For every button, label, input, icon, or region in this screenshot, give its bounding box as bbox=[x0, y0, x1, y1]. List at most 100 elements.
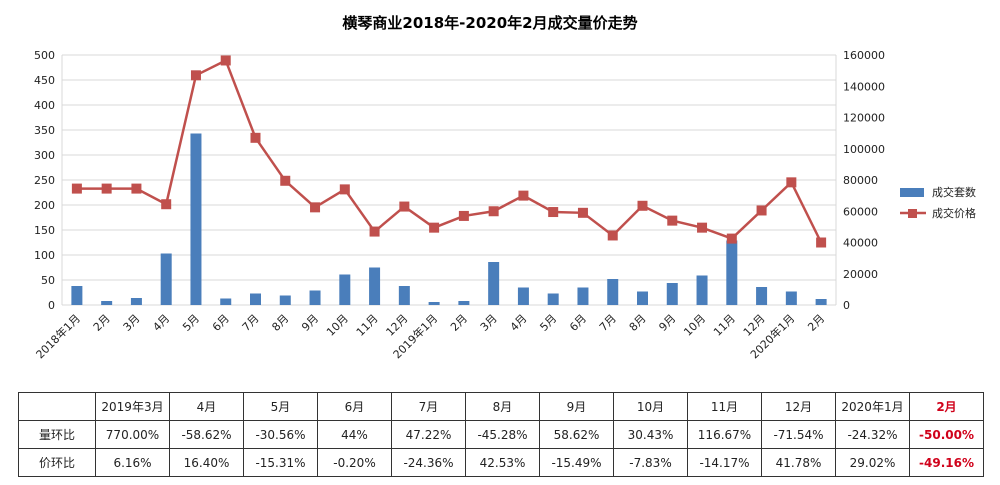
right-tick-label: 40000 bbox=[843, 237, 878, 250]
left-tick-label: 200 bbox=[34, 199, 55, 212]
line-marker bbox=[71, 183, 82, 194]
table-cell: 770.00% bbox=[95, 420, 170, 449]
x-tick-label: 11月 bbox=[354, 312, 381, 339]
line-marker bbox=[280, 175, 291, 186]
table-row-label: 价环比 bbox=[18, 448, 96, 477]
table-cell: -45.28% bbox=[465, 420, 540, 449]
x-tick-label: 2月 bbox=[448, 312, 470, 334]
legend-bar-label: 成交套数 bbox=[932, 185, 976, 199]
table-header-cell: 10月 bbox=[613, 392, 688, 421]
bar bbox=[398, 286, 410, 305]
line-marker bbox=[726, 233, 737, 244]
table-cell: -14.17% bbox=[687, 448, 762, 477]
x-tick-label: 4月 bbox=[508, 312, 530, 334]
table-header-cell: 2019年3月 bbox=[95, 392, 170, 421]
line-marker bbox=[816, 237, 827, 248]
table-cell: -7.83% bbox=[613, 448, 688, 477]
bar bbox=[607, 279, 619, 305]
x-tick-label: 6月 bbox=[567, 312, 589, 334]
price-line bbox=[76, 58, 823, 244]
right-tick-label: 160000 bbox=[843, 49, 885, 62]
line-marker bbox=[637, 200, 648, 211]
line-marker bbox=[339, 184, 350, 195]
line-marker bbox=[131, 183, 142, 194]
chart: 横琴商业2018年-2020年2月成交量价走势 0 50 100 150 200 250 3… bbox=[33, 14, 976, 361]
line-marker bbox=[667, 215, 678, 226]
left-tick-label: 450 bbox=[34, 74, 55, 87]
right-tick-label: 20000 bbox=[843, 268, 878, 281]
table-header-cell bbox=[18, 392, 96, 421]
line-marker bbox=[697, 222, 708, 233]
bar bbox=[726, 240, 738, 305]
table-cell: -24.32% bbox=[835, 420, 910, 449]
x-tick-label: 2018年1月 bbox=[33, 311, 83, 361]
right-tick-label: 120000 bbox=[843, 112, 885, 125]
bar bbox=[785, 291, 797, 305]
table-header-cell: 2020年1月 bbox=[835, 392, 910, 421]
left-tick-label: 300 bbox=[34, 149, 55, 162]
ratio-table: 2019年3月 4月 5月 6月 7月 8月 9月 10月 11月 12月 2020年1月 2月 量环… bbox=[18, 392, 984, 477]
x-tick-label: 7月 bbox=[240, 312, 262, 334]
bar bbox=[279, 295, 291, 305]
line-marker bbox=[399, 201, 410, 212]
line-marker bbox=[518, 190, 529, 201]
right-tick-label: 0 bbox=[843, 299, 850, 312]
table-header-cell: 2月 bbox=[909, 392, 984, 421]
table-cell: -50.00% bbox=[909, 420, 984, 449]
line-marker bbox=[310, 202, 321, 213]
x-tick-label: 11月 bbox=[711, 312, 738, 339]
table-header-cell: 5月 bbox=[243, 392, 318, 421]
bar bbox=[696, 275, 708, 305]
table-header-row: 2019年3月 4月 5月 6月 7月 8月 9月 10月 11月 12月 2020年1月 2月 bbox=[18, 392, 984, 421]
right-tick-label: 100000 bbox=[843, 143, 885, 156]
x-tick-label: 9月 bbox=[299, 312, 321, 334]
table-cell: 116.67% bbox=[687, 420, 762, 449]
x-tick-label: 3月 bbox=[121, 312, 143, 334]
x-tick-label: 4月 bbox=[150, 312, 172, 334]
legend-line-marker bbox=[908, 209, 917, 218]
bar bbox=[458, 301, 470, 305]
line-marker bbox=[548, 207, 559, 218]
line-marker bbox=[577, 207, 588, 218]
table-cell: 30.43% bbox=[613, 420, 688, 449]
bar bbox=[577, 287, 589, 305]
bar bbox=[190, 133, 202, 305]
table-row-label: 量环比 bbox=[18, 420, 96, 449]
table-header-cell: 8月 bbox=[465, 392, 540, 421]
x-tick-label: 5月 bbox=[180, 312, 202, 334]
table-cell: -24.36% bbox=[391, 448, 466, 477]
table-cell: -30.56% bbox=[243, 420, 318, 449]
bar-series bbox=[71, 133, 827, 305]
x-tick-label: 10月 bbox=[324, 312, 351, 339]
left-tick-label: 400 bbox=[34, 99, 55, 112]
table-cell: 16.40% bbox=[169, 448, 244, 477]
bar bbox=[488, 262, 500, 305]
bar bbox=[547, 293, 559, 305]
line-marker bbox=[756, 205, 767, 216]
table-cell: 44% bbox=[317, 420, 392, 449]
left-tick-label: 0 bbox=[48, 299, 55, 312]
line-marker bbox=[488, 206, 499, 217]
bar bbox=[369, 267, 381, 305]
table-cell: -49.16% bbox=[909, 448, 984, 477]
bar bbox=[756, 287, 768, 305]
chart-title: 横琴商业2018年-2020年2月成交量价走势 bbox=[342, 14, 637, 32]
x-tick-label: 2月 bbox=[805, 312, 827, 334]
line-marker bbox=[429, 222, 440, 233]
right-axis: 0 20000 40000 60000 80000 100000 120000 140000 1… bbox=[843, 49, 885, 312]
table-header-cell: 7月 bbox=[391, 392, 466, 421]
left-tick-label: 50 bbox=[41, 274, 55, 287]
table-cell: -15.31% bbox=[243, 448, 318, 477]
line-marker bbox=[607, 230, 618, 241]
x-tick-label: 6月 bbox=[210, 312, 232, 334]
table-cell: 58.62% bbox=[539, 420, 614, 449]
table-header-cell: 11月 bbox=[687, 392, 762, 421]
table-cell: 47.22% bbox=[391, 420, 466, 449]
x-tick-label: 5月 bbox=[537, 312, 559, 334]
line-marker bbox=[458, 210, 469, 221]
table-header-cell: 6月 bbox=[317, 392, 392, 421]
left-tick-label: 250 bbox=[34, 174, 55, 187]
x-tick-label: 12月 bbox=[741, 312, 768, 339]
table-cell: 41.78% bbox=[761, 448, 836, 477]
table-cell: -58.62% bbox=[169, 420, 244, 449]
